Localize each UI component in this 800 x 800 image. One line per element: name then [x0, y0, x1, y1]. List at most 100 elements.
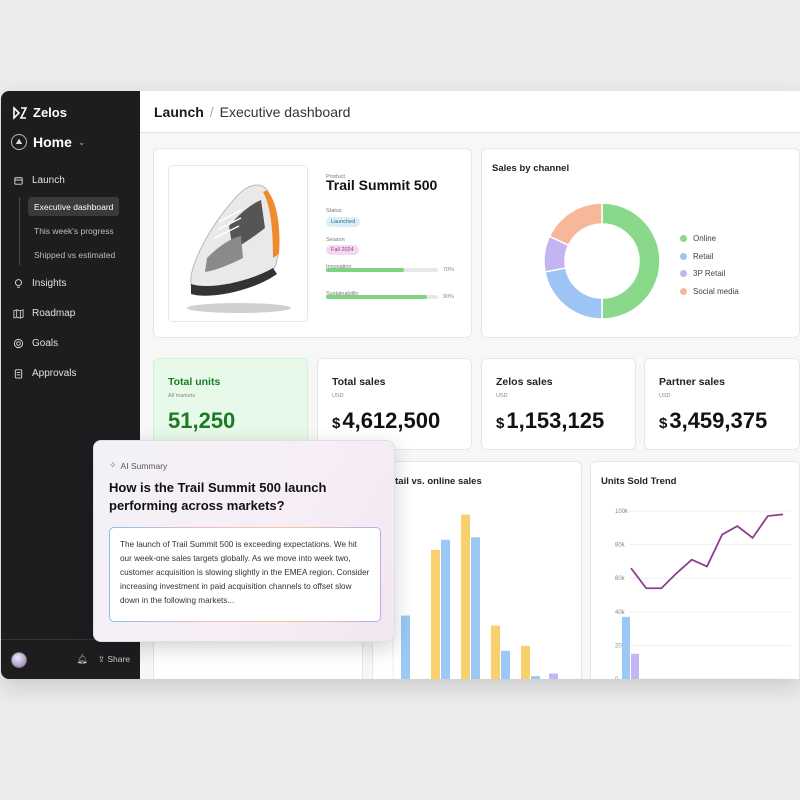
share-icon: ⇪ — [97, 654, 105, 664]
innovation-progress — [326, 268, 438, 272]
bar — [631, 653, 639, 679]
kpi-title: Zelos sales — [496, 376, 553, 388]
brand[interactable]: Zelos — [13, 105, 67, 120]
bar — [491, 625, 500, 679]
workspace-name: Home — [33, 134, 72, 150]
sidebar-item-label: Launch — [32, 175, 65, 186]
currency-symbol: $ — [659, 415, 668, 432]
chevron-down-icon: ⌄ — [77, 136, 86, 147]
legend-label: 3P Retail — [693, 269, 726, 279]
season-label: Season — [326, 237, 345, 243]
sidebar-subitem-executive-dashboard[interactable]: Executive dashboard — [28, 197, 120, 216]
map-icon — [13, 308, 24, 319]
sidebar-item-roadmap[interactable]: Roadmap — [13, 308, 75, 319]
sidebar-item-label: Goals — [32, 338, 59, 349]
y-tick-label: 20k — [615, 643, 626, 649]
y-tick-label: 40k — [615, 610, 626, 616]
breadcrumb-launch[interactable]: Launch — [154, 103, 204, 120]
bar — [501, 650, 510, 679]
legend-item-3p-retail: 3P Retail — [680, 265, 739, 283]
donut-slice-online — [601, 202, 661, 320]
legend-label: Retail — [693, 251, 714, 261]
retail-vs-online-card: Retail vs. online sales 0 — [372, 461, 582, 679]
chart-title: Units Sold Trend — [601, 476, 677, 487]
kpi-subtitle: USD — [659, 393, 671, 399]
brand-name: Zelos — [33, 105, 67, 120]
kpi-subtitle: USD — [332, 393, 344, 399]
y-tick-label: 100k — [615, 509, 629, 515]
page-title: Executive dashboard — [219, 103, 351, 120]
bar — [461, 514, 470, 679]
bar — [401, 615, 410, 679]
share-label: Share — [107, 654, 130, 664]
sustainability-percent: 90% — [443, 294, 455, 300]
kpi-value: $3,459,375 — [659, 408, 767, 434]
shoe-illustration — [187, 184, 291, 313]
bar — [622, 616, 630, 679]
chart-title: Sales by channel — [492, 163, 570, 174]
lightbulb-icon — [13, 278, 24, 289]
sidebar-item-label: Insights — [32, 278, 67, 289]
sustainability-progress — [326, 295, 438, 299]
sidebar-item-insights[interactable]: Insights — [13, 278, 66, 289]
kpi-total-units: Total units All markets 51,250 — [153, 358, 308, 450]
legend-label: Online — [693, 234, 717, 244]
sidebar-item-goals[interactable]: Goals — [13, 338, 58, 349]
ai-summary-panel: ✧ AI Summary How is the Trail Summit 500… — [93, 440, 395, 642]
clipboard-icon — [13, 368, 24, 379]
legend-swatch — [680, 235, 687, 243]
workspace-avatar-icon: ⛰ — [11, 134, 27, 150]
sidebar-item-label: Roadmap — [32, 308, 76, 319]
sustainability-label: Sustainability — [326, 291, 359, 297]
kpi-value-text: 4,612,500 — [342, 408, 441, 433]
bar-chart: 0 — [392, 507, 558, 679]
y-tick-label: 80k — [615, 543, 626, 549]
currency-symbol: $ — [496, 415, 505, 432]
kpi-subtitle: USD — [496, 393, 508, 399]
user-avatar[interactable] — [11, 651, 27, 668]
legend-swatch — [680, 287, 687, 295]
chart-title: Retail vs. online sales — [383, 476, 482, 487]
legend-swatch — [680, 252, 687, 260]
ai-answer-box: The launch of Trail Summit 500 is exceed… — [109, 527, 381, 622]
kpi-value-text: 1,153,125 — [506, 408, 605, 433]
kpi-title: Total units — [168, 376, 221, 388]
kpi-subtitle: All markets — [168, 393, 196, 399]
innovation-progress-fill — [326, 268, 405, 272]
product-name: Trail Summit 500 — [326, 177, 438, 193]
product-card: Product Trail Summit 500 Status Launched… — [153, 148, 472, 338]
sustainability-progress-fill — [326, 295, 427, 299]
bar — [471, 537, 480, 679]
kpi-zelos-sales: Zelos sales USD $1,153,125 — [481, 358, 636, 450]
kpi-title: Partner sales — [659, 376, 725, 388]
season-badge: Fall 2024 — [326, 245, 359, 255]
y-tick-label: 0 — [615, 677, 619, 679]
ai-summary-label: AI Summary — [120, 460, 168, 471]
target-icon — [13, 338, 24, 349]
sidebar-item-approvals[interactable]: Approvals — [13, 368, 76, 379]
ai-summary-header: ✧ AI Summary — [109, 460, 167, 471]
sidebar-item-launch[interactable]: Launch — [13, 175, 65, 186]
legend-swatch — [680, 270, 687, 278]
chart-legend: Online Retail 3P Retail Social media — [680, 230, 739, 300]
sales-by-channel-card: Sales by channel Online Retail 3P Retail… — [481, 148, 800, 338]
legend-item-social-media: Social media — [680, 283, 739, 301]
y-tick-label: 60k — [615, 576, 626, 582]
legend-item-online: Online — [680, 230, 739, 248]
innovation-label: Innovation — [326, 264, 352, 270]
units-sold-trend-card: Units Sold Trend 0 20k 40k 60k 80k 100k — [590, 461, 800, 679]
ai-question: How is the Trail Summit 500 launch perfo… — [109, 480, 327, 513]
kpi-value: $4,612,500 — [332, 408, 440, 434]
kpi-total-sales: Total sales USD $4,612,500 — [317, 358, 472, 450]
sidebar-subitem-weekly-progress[interactable]: This week's progress — [34, 225, 114, 236]
trend-line — [630, 513, 784, 590]
workspace-switcher[interactable]: ⛰ Home ⌄ — [11, 134, 85, 150]
legend-item-retail: Retail — [680, 248, 739, 266]
status-badge: Launched — [326, 217, 361, 227]
sparkle-icon: ✧ — [109, 460, 117, 470]
zelos-logo-icon — [13, 105, 27, 120]
submenu-rail — [19, 197, 20, 265]
share-button[interactable]: ⇪ Share — [98, 654, 130, 665]
bell-icon[interactable]: 🔔︎ — [76, 654, 88, 664]
sidebar-subitem-shipped-vs-estimated[interactable]: Shipped vs estimated — [34, 249, 116, 260]
